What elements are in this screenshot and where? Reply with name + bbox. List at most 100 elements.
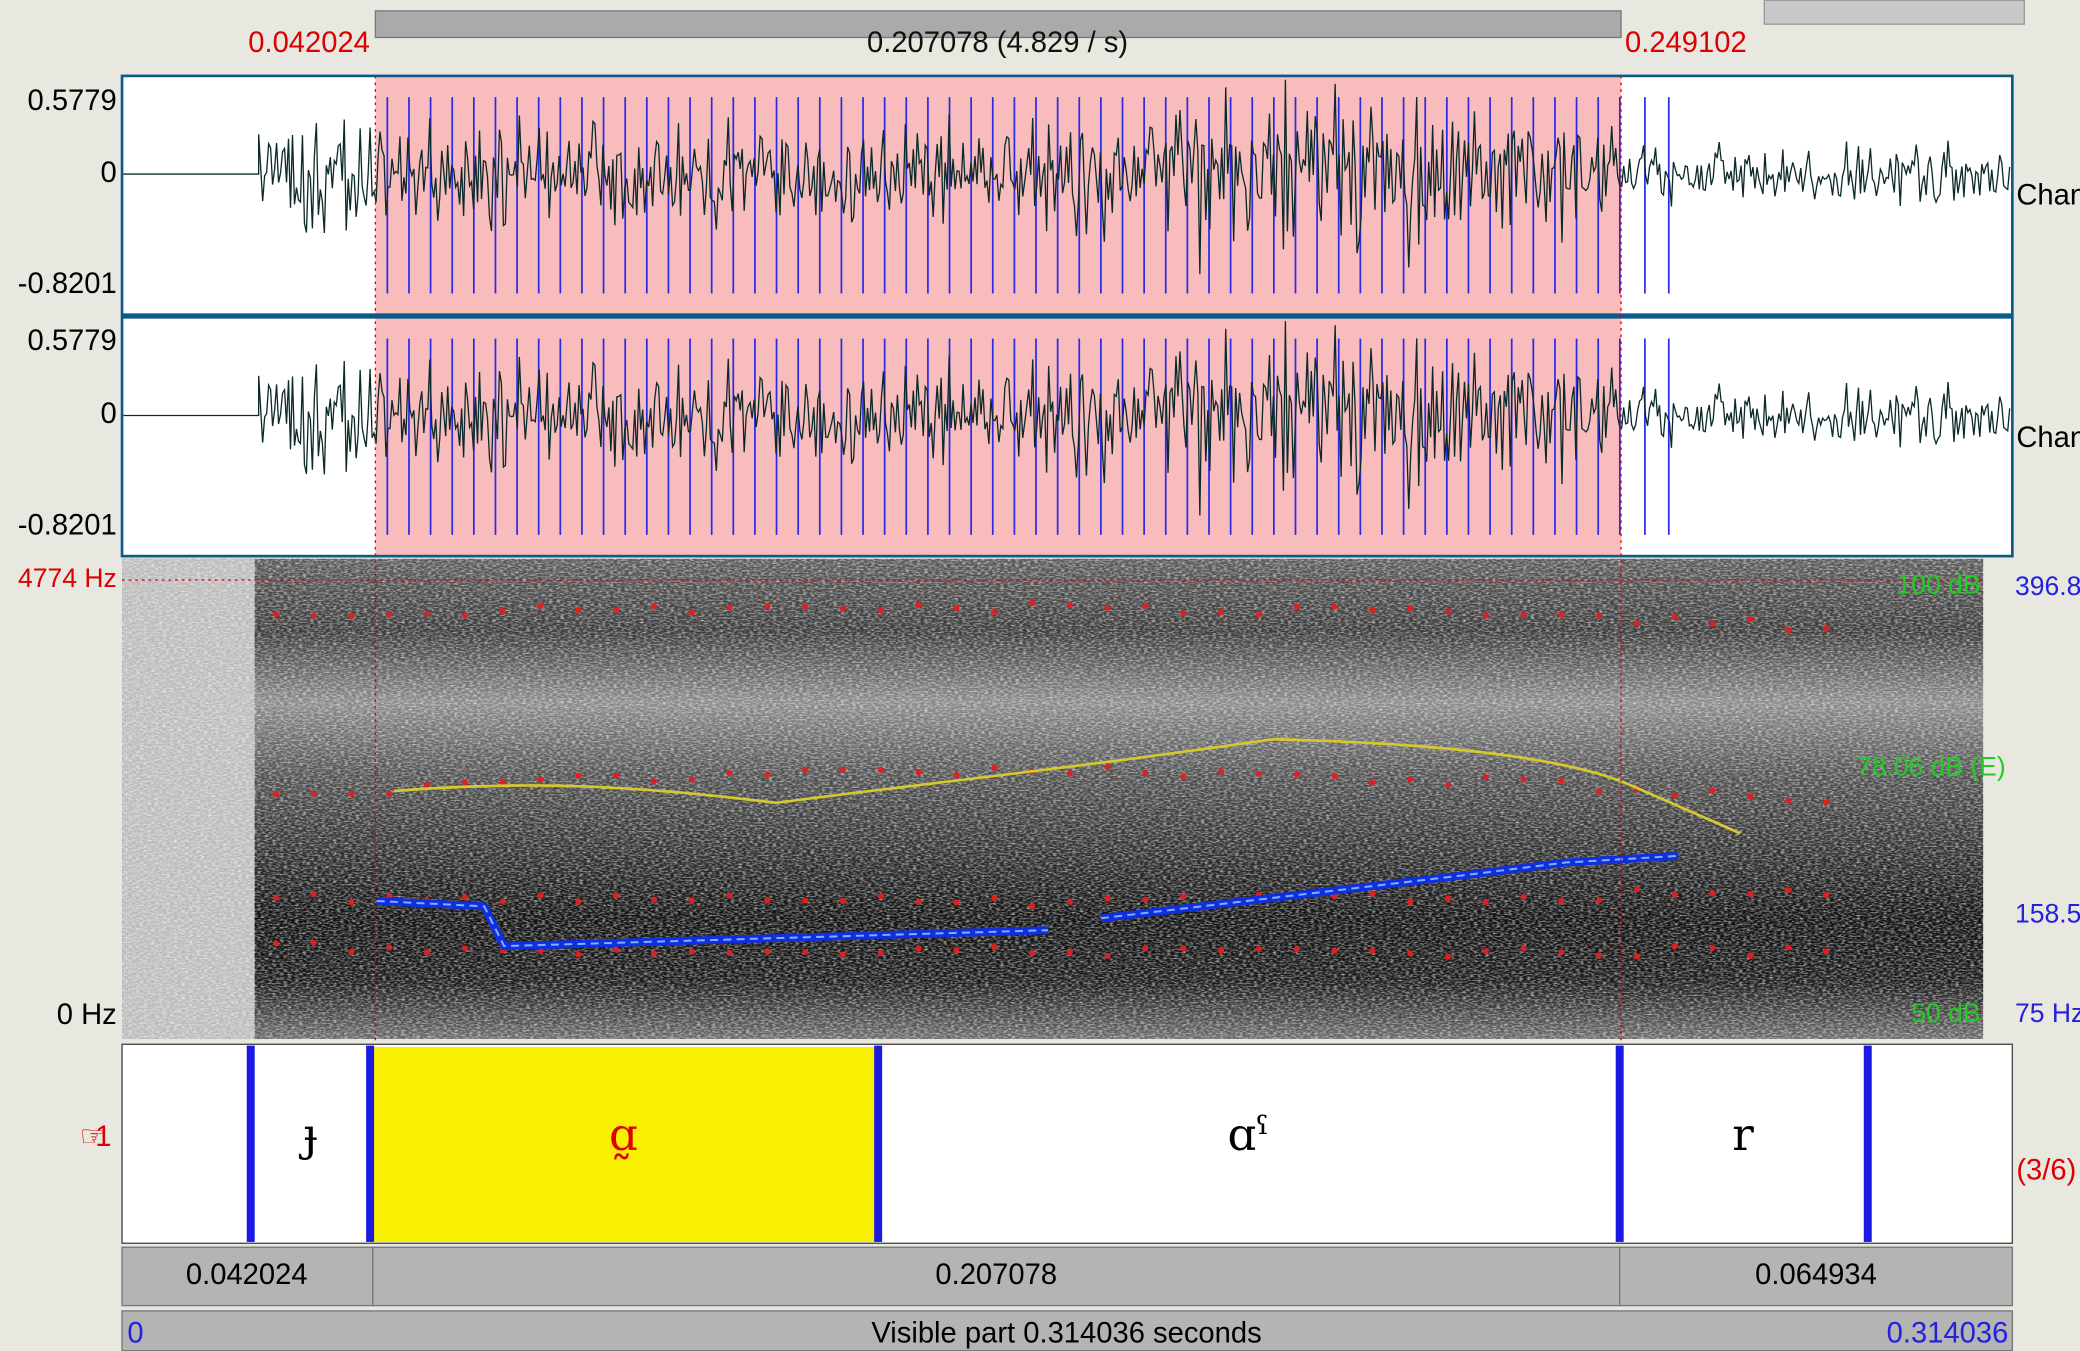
boundary[interactable]: [1615, 1045, 1624, 1242]
formant-dot: [1104, 604, 1111, 611]
formant-dot: [953, 772, 960, 779]
selection-bar[interactable]: [374, 10, 1622, 39]
formant-dot: [272, 611, 279, 618]
formant-dot: [1369, 606, 1376, 614]
formant-dot: [1180, 773, 1187, 780]
formant-dot: [1822, 948, 1830, 955]
formant-dot: [386, 790, 393, 797]
formant-dot: [1369, 779, 1376, 786]
formant-dot: [1785, 626, 1792, 634]
formant-dot: [1180, 610, 1187, 617]
channel-name: Chan: [2016, 422, 2080, 454]
duration: 0.042024: [186, 1259, 308, 1291]
formant-dot: [575, 951, 582, 958]
formant-dot: [1444, 781, 1451, 789]
formant-dot: [953, 947, 960, 954]
boundary[interactable]: [874, 1045, 883, 1242]
formant-dot: [1671, 891, 1678, 898]
formant-dot: [1142, 945, 1149, 952]
formant-dot: [877, 950, 884, 957]
formant-dot: [1142, 770, 1149, 777]
formant-dot: [1331, 603, 1338, 610]
formant-dot: [1407, 950, 1414, 957]
formant-dot: [953, 605, 960, 612]
visible-bar[interactable]: [121, 1310, 2014, 1351]
formant-dot: [424, 610, 431, 617]
formant-dot: [1482, 898, 1489, 905]
formant-dot: [1633, 953, 1640, 960]
formant-dot: [1785, 797, 1792, 804]
formant-dot: [1558, 897, 1565, 904]
formant-dot: [1066, 602, 1073, 609]
formant-dot: [1407, 898, 1414, 905]
formant-dot: [1633, 620, 1640, 627]
duration-bar: [121, 1246, 2014, 1351]
formant-dot: [1293, 771, 1300, 778]
boundary[interactable]: [1863, 1045, 1872, 1242]
selected-interval[interactable]: [370, 1046, 879, 1242]
formant-dot: [764, 771, 771, 778]
formant-dot: [1218, 947, 1225, 954]
formant-dot: [1520, 945, 1527, 952]
zero-label: 0: [101, 157, 117, 189]
formant-dot: [953, 899, 960, 906]
boundary[interactable]: [246, 1045, 255, 1242]
formant-dot: [1142, 602, 1149, 609]
formant-dot: [802, 897, 809, 904]
formant-dot: [575, 898, 582, 905]
formant-dot: [1028, 902, 1036, 909]
formant-dot: [1331, 947, 1338, 954]
formant-dot: [915, 945, 922, 952]
formant-dot: [839, 951, 847, 958]
tier-icon: ☞: [80, 1121, 106, 1153]
formant-dot: [688, 776, 695, 783]
formant-dot: [1822, 799, 1830, 806]
formant-dot: [1558, 949, 1565, 956]
intensity-curve: [393, 737, 1741, 835]
formant-dot: [424, 781, 431, 788]
formant-dot: [537, 892, 544, 899]
channel-2-labels: 0.5779 0 -0.8201 Chan: [18, 325, 2080, 541]
formant-dot: [1066, 898, 1073, 905]
freq-bottom: 0 Hz: [57, 999, 117, 1031]
formant-dot: [1596, 788, 1603, 795]
duration-cell[interactable]: [1619, 1246, 2014, 1307]
formant-dot: [310, 890, 317, 897]
formant-dot: [537, 602, 544, 609]
formant-dot: [1709, 890, 1716, 897]
formant-dot: [1028, 950, 1036, 957]
duration-cell[interactable]: [372, 1246, 1621, 1307]
formant-dot: [1369, 890, 1376, 897]
formant-dot: [650, 603, 658, 610]
intensity-top: 100 dB: [1896, 570, 1980, 600]
formant-dot: [1747, 793, 1754, 800]
pitch-mid: 158.5: [2015, 899, 2080, 929]
formant-dot: [1293, 603, 1300, 611]
formant-dot: [348, 948, 355, 956]
tier-number: 1: [95, 1121, 111, 1153]
button-fragment[interactable]: [1763, 0, 2025, 25]
formant-dot: [764, 897, 771, 904]
formant-dot: [575, 772, 582, 779]
formant-dot: [386, 611, 393, 618]
formant-dot: [499, 898, 506, 905]
waveform: [123, 79, 2011, 275]
channel-frame: [120, 316, 2014, 558]
visible-end: 0.314036: [1887, 1317, 2009, 1349]
formant-dot: [1709, 787, 1716, 794]
formant-dot: [461, 894, 469, 901]
spectrogram-texture: [122, 558, 1984, 1039]
freq-top: 4774 Hz: [18, 563, 117, 593]
formant-dot: [1596, 897, 1603, 904]
formant-dot: [461, 945, 469, 952]
formant-dot: [1407, 605, 1414, 612]
formant-dot: [1671, 943, 1678, 950]
selection-end: 0.249102: [1625, 27, 1747, 59]
formant-dot: [1104, 764, 1111, 771]
formant-dot: [802, 603, 809, 610]
duration-cell[interactable]: [121, 1246, 374, 1307]
boundary[interactable]: [366, 1045, 375, 1242]
duration: 0.207078: [935, 1259, 1057, 1291]
